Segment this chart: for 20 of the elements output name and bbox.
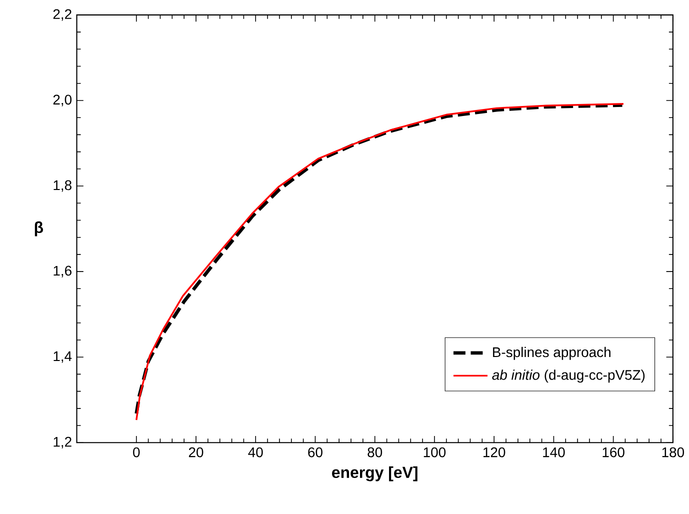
y-tick-label: 1,2 [54, 436, 72, 448]
y-tick-label: 1,4 [54, 351, 72, 363]
y-tick-label: 1,8 [54, 180, 72, 192]
x-tick-label: 100 [424, 447, 446, 458]
x-tick-label: 160 [602, 447, 624, 458]
x-tick-label: 20 [188, 447, 204, 458]
x-tick-label: 180 [662, 447, 684, 458]
x-tick-label: 120 [484, 447, 506, 458]
y-axis-title: β [34, 221, 43, 236]
x-tick-label: 40 [248, 447, 263, 458]
legend-label: ab initio (d-aug-cc-pV5Z) [492, 369, 645, 382]
x-tick-label: 80 [368, 447, 382, 458]
y-tick-label: 1,6 [54, 266, 72, 278]
x-tick-label: 60 [308, 447, 322, 458]
legend-label: B-splines approach [493, 346, 610, 360]
x-tick-label: 140 [543, 447, 565, 458]
x-axis-title: energy [eV] [332, 466, 418, 482]
y-tick-label: 2,0 [53, 94, 72, 106]
y-tick-label: 2,2 [53, 8, 72, 21]
x-tick-label: 0 [133, 447, 140, 458]
